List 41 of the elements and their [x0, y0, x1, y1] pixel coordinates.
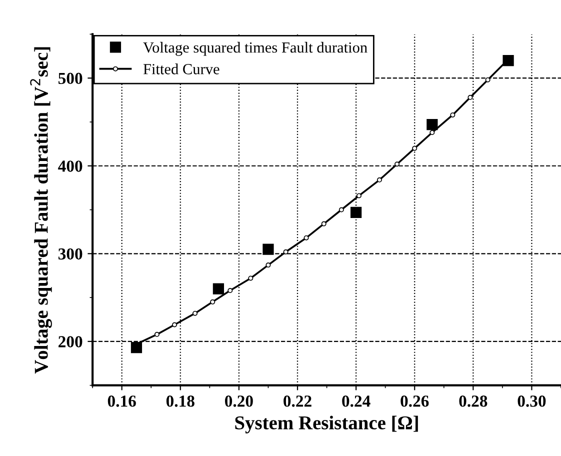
x-tick-label: 0.24 [342, 396, 370, 407]
point [485, 77, 490, 82]
point [283, 249, 288, 254]
point [248, 276, 254, 281]
legend-label: Fitted Curve [143, 64, 220, 74]
x-tick-label: 0.30 [518, 396, 546, 407]
point [450, 112, 456, 118]
point [210, 299, 216, 304]
point [412, 146, 418, 151]
point [262, 244, 274, 255]
x-axis-title: System Resistance [Ω] [235, 416, 418, 434]
y-tick-label: 500 [58, 72, 82, 84]
x-tick-label: 0.22 [284, 396, 312, 407]
point [350, 206, 362, 218]
x-tick-label: 0.28 [459, 396, 488, 407]
point [228, 288, 233, 294]
point [266, 262, 271, 268]
x-tick-label: 0.16 [108, 396, 136, 407]
point [304, 235, 309, 240]
point [502, 54, 514, 66]
point [212, 283, 224, 294]
point [394, 162, 400, 167]
x-tick-label: 0.20 [225, 396, 253, 407]
point [468, 94, 473, 100]
y-tick-label: 400 [58, 160, 82, 172]
y-tick-label: 200 [58, 336, 82, 348]
point [321, 221, 326, 226]
point [338, 207, 344, 212]
point [192, 310, 198, 316]
x-tick-label: 0.18 [166, 396, 194, 407]
y-axis-title: Voltage squared Fault duration [V$^{2}$sec] [30, 47, 52, 374]
y-tick-label: 300 [58, 248, 82, 260]
point [426, 119, 438, 130]
point [154, 332, 160, 337]
point [430, 130, 435, 136]
point [356, 193, 362, 198]
point [172, 322, 178, 328]
legend-label: Voltage squared times Fault duration [143, 42, 368, 56]
point [130, 342, 142, 354]
point [376, 177, 382, 182]
x-tick-label: 0.26 [400, 396, 429, 407]
